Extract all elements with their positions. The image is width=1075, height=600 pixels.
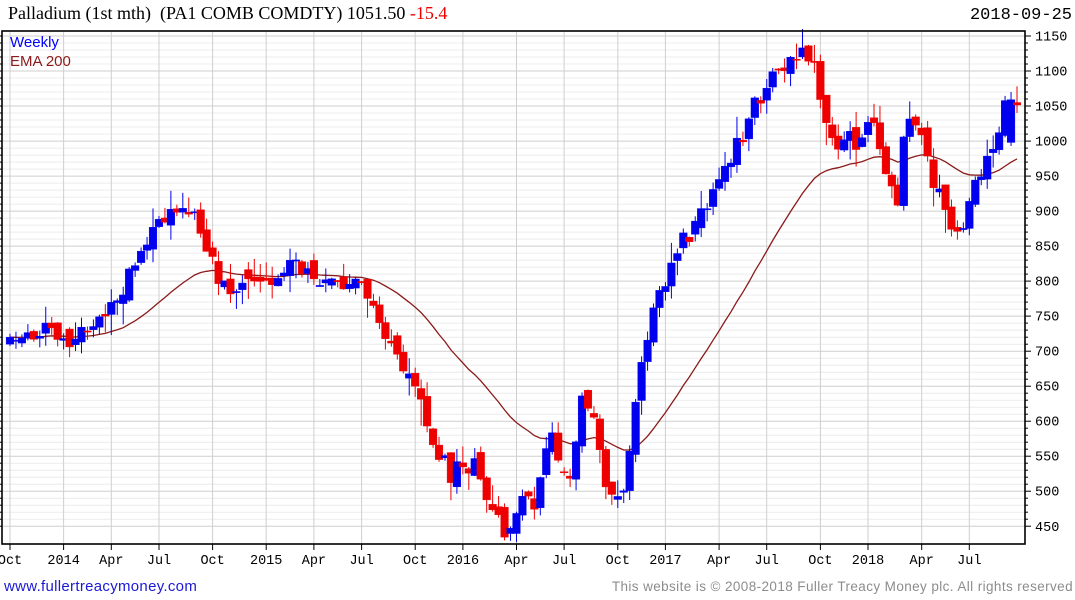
svg-text:Apr: Apr (99, 554, 123, 569)
svg-text:Oct: Oct (200, 554, 224, 569)
svg-text:Jul: Jul (755, 554, 779, 569)
svg-text:800: 800 (1035, 276, 1059, 291)
svg-text:2017: 2017 (649, 554, 681, 569)
svg-text:550: 550 (1035, 451, 1059, 466)
svg-text:2014: 2014 (47, 554, 79, 569)
svg-text:Apr: Apr (910, 554, 934, 569)
svg-text:450: 450 (1035, 521, 1059, 536)
svg-text:650: 650 (1035, 381, 1059, 396)
svg-text:750: 750 (1035, 311, 1059, 326)
svg-text:Oct: Oct (808, 554, 832, 569)
svg-text:Oct: Oct (0, 554, 22, 569)
svg-text:Jul: Jul (552, 554, 576, 569)
svg-text:900: 900 (1035, 206, 1059, 221)
svg-text:Jul: Jul (147, 554, 171, 569)
svg-text:950: 950 (1035, 171, 1059, 186)
svg-text:2016: 2016 (447, 554, 479, 569)
svg-text:Jul: Jul (349, 554, 373, 569)
svg-text:Apr: Apr (504, 554, 528, 569)
svg-text:2018: 2018 (852, 554, 884, 569)
svg-text:1000: 1000 (1035, 136, 1067, 151)
svg-text:1050: 1050 (1035, 101, 1067, 116)
svg-text:500: 500 (1035, 486, 1059, 501)
svg-text:Oct: Oct (403, 554, 427, 569)
svg-text:600: 600 (1035, 416, 1059, 431)
svg-text:Oct: Oct (606, 554, 630, 569)
svg-text:Apr: Apr (707, 554, 731, 569)
svg-text:700: 700 (1035, 346, 1059, 361)
svg-text:2015: 2015 (250, 554, 282, 569)
svg-text:Jul: Jul (957, 554, 981, 569)
svg-text:1100: 1100 (1035, 66, 1067, 81)
svg-text:850: 850 (1035, 241, 1059, 256)
svg-text:1150: 1150 (1035, 31, 1067, 46)
svg-text:Apr: Apr (302, 554, 326, 569)
